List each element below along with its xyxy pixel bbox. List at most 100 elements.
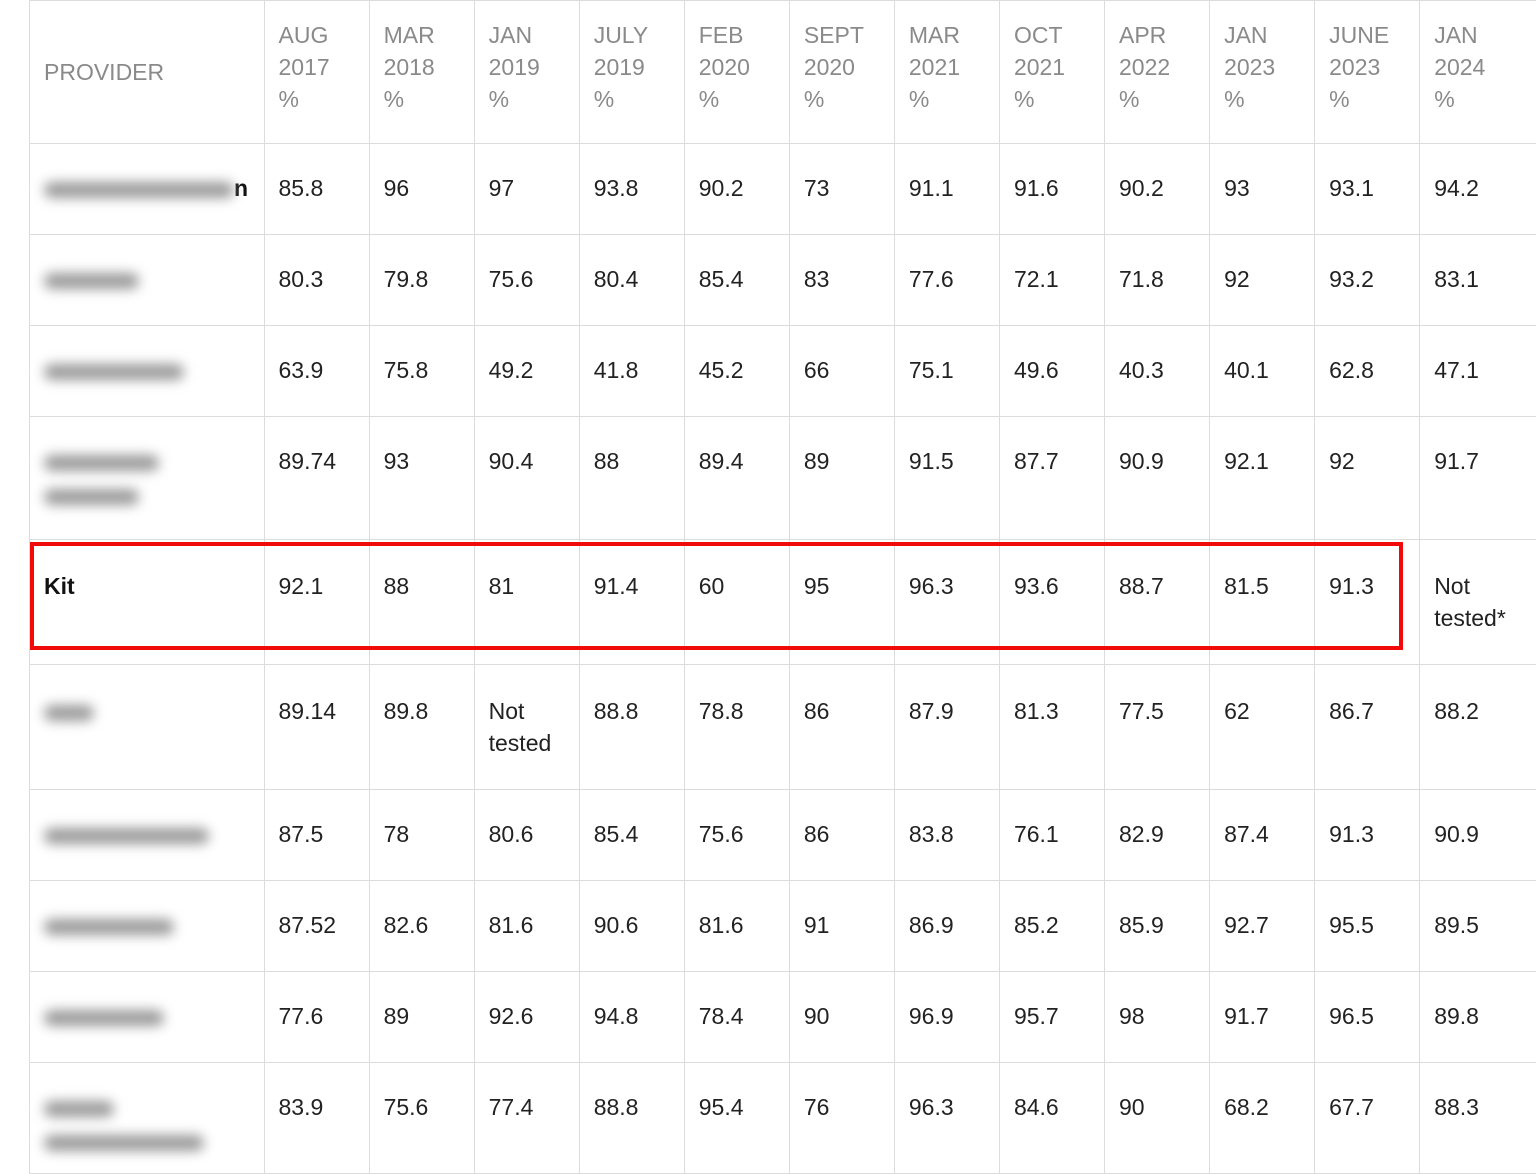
provider-cell: [30, 790, 265, 881]
blurred-provider-name: [44, 455, 159, 471]
header-line1: JAN: [1224, 19, 1300, 51]
value-cell: 96: [369, 144, 474, 235]
value-cell: 85.4: [684, 235, 789, 326]
value-cell: 89.8: [1420, 972, 1536, 1063]
value-cell: 96.5: [1315, 972, 1420, 1063]
value-cell: 89: [789, 417, 894, 540]
value-cell: 92.1: [264, 540, 369, 665]
blurred-provider-name: [44, 489, 139, 505]
value-cell: 88: [369, 540, 474, 665]
value-cell: 89.8: [369, 665, 474, 790]
value-cell: 95.7: [999, 972, 1104, 1063]
value-cell: 77.5: [1105, 665, 1210, 790]
value-cell: Not tested: [474, 665, 579, 790]
value-cell: 89.14: [264, 665, 369, 790]
value-cell: 88.8: [579, 665, 684, 790]
value-cell: 91.3: [1315, 540, 1420, 665]
value-cell: 49.2: [474, 326, 579, 417]
header-line1: MAR: [384, 19, 460, 51]
value-cell: 82.9: [1105, 790, 1210, 881]
value-cell: 85.8: [264, 144, 369, 235]
value-cell: 89.4: [684, 417, 789, 540]
value-cell: 93.2: [1315, 235, 1420, 326]
value-cell: 90.9: [1420, 790, 1536, 881]
value-cell: 79.8: [369, 235, 474, 326]
provider-cell: [30, 417, 265, 540]
value-cell: 91.7: [1420, 417, 1536, 540]
header-line1: JUNE: [1329, 19, 1405, 51]
header-line3: %: [699, 83, 775, 115]
header-line1: AUG: [279, 19, 355, 51]
value-cell: 87.5: [264, 790, 369, 881]
value-cell: 86.9: [894, 881, 999, 972]
value-cell: 72.1: [999, 235, 1104, 326]
value-cell: 71.8: [1105, 235, 1210, 326]
blurred-provider-name: [44, 1135, 204, 1151]
value-cell: 84.6: [999, 1063, 1104, 1174]
value-cell: 95.5: [1315, 881, 1420, 972]
value-cell: 83.8: [894, 790, 999, 881]
value-cell: 87.4: [1210, 790, 1315, 881]
value-cell: 85.2: [999, 881, 1104, 972]
value-cell: 92: [1210, 235, 1315, 326]
header-line1: OCT: [1014, 19, 1090, 51]
value-cell: 86.7: [1315, 665, 1420, 790]
provider-name: Kit: [44, 573, 75, 599]
value-cell: 80.4: [579, 235, 684, 326]
value-cell: 96.3: [894, 540, 999, 665]
value-cell: 76: [789, 1063, 894, 1174]
value-cell: 96.3: [894, 1063, 999, 1174]
value-cell: 73: [789, 144, 894, 235]
header-line1: APR: [1119, 19, 1195, 51]
value-cell: 76.1: [999, 790, 1104, 881]
header-line3: %: [489, 83, 565, 115]
blurred-provider-name: [44, 828, 209, 844]
value-cell: 86: [789, 665, 894, 790]
value-cell: 77.4: [474, 1063, 579, 1174]
header-line1: FEB: [699, 19, 775, 51]
provider-cell: n: [30, 144, 265, 235]
header-line3: %: [1329, 83, 1405, 115]
provider-cell: [30, 881, 265, 972]
value-cell: 91.5: [894, 417, 999, 540]
value-cell: 85.9: [1105, 881, 1210, 972]
value-cell: 80.3: [264, 235, 369, 326]
blurred-provider-name: [44, 182, 234, 198]
header-line2: 2024: [1434, 51, 1524, 83]
value-cell: 98: [1105, 972, 1210, 1063]
value-cell: 81.6: [684, 881, 789, 972]
value-cell: 92: [1315, 417, 1420, 540]
header-line3: %: [909, 83, 985, 115]
value-cell: 88: [579, 417, 684, 540]
value-cell: 88.3: [1420, 1063, 1536, 1174]
value-cell: 86: [789, 790, 894, 881]
header-line2: 2023: [1329, 51, 1405, 83]
value-cell: 92.1: [1210, 417, 1315, 540]
value-cell: 87.52: [264, 881, 369, 972]
value-cell: 88.8: [579, 1063, 684, 1174]
value-cell: 95.4: [684, 1063, 789, 1174]
header-line3: %: [1434, 83, 1524, 115]
value-cell: 62: [1210, 665, 1315, 790]
blurred-provider-name: [44, 1010, 164, 1026]
value-cell: 81.5: [1210, 540, 1315, 665]
value-cell: 90.6: [579, 881, 684, 972]
value-cell: 75.8: [369, 326, 474, 417]
header-line1: JAN: [489, 19, 565, 51]
value-cell: 75.6: [369, 1063, 474, 1174]
header-line1: SEPT: [804, 19, 880, 51]
value-cell: 97: [474, 144, 579, 235]
